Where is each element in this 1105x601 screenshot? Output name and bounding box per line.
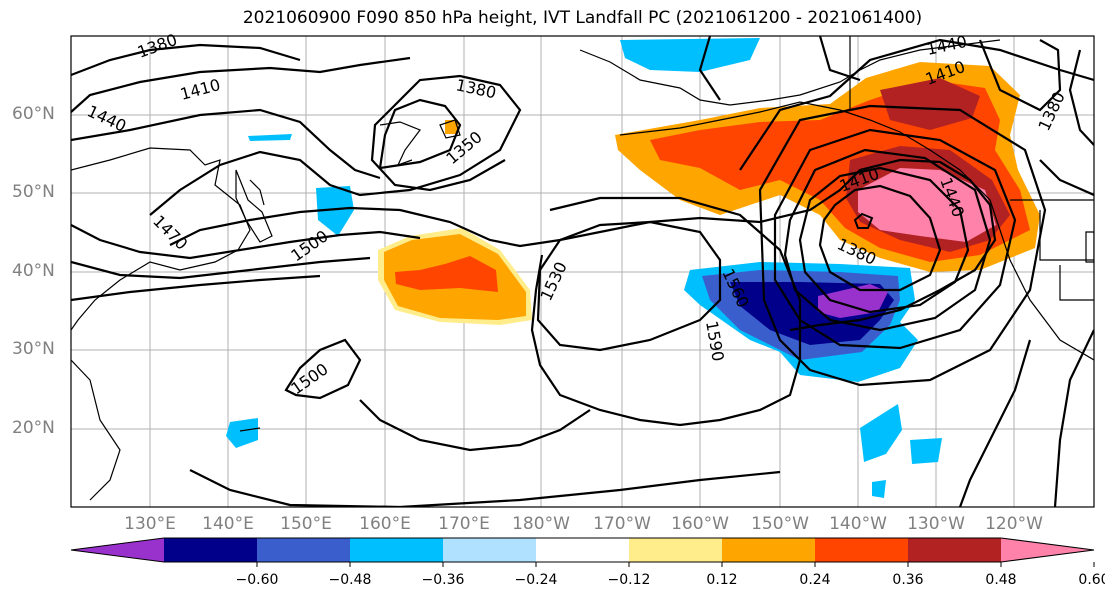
lon-label: 150°W xyxy=(751,514,809,534)
chart-title: 2021060900 F090 850 hPa height, IVT Land… xyxy=(242,8,923,28)
colorbar-swatch xyxy=(815,538,908,562)
lon-label: 160°W xyxy=(671,514,729,534)
map-frame xyxy=(70,35,1095,508)
lon-label: 130°E xyxy=(124,514,176,534)
colorbar-tick-label: −0.24 xyxy=(514,572,558,588)
colorbar-tick-label: 0.48 xyxy=(985,572,1017,588)
colorbar-swatch xyxy=(908,538,1001,562)
colorbar-swatch xyxy=(71,538,164,562)
lat-label: 60°N xyxy=(12,104,55,124)
colorbar-tick-label: −0.60 xyxy=(235,572,279,588)
colorbar-swatch xyxy=(443,538,536,562)
coastlines xyxy=(71,36,1094,501)
colorbar-swatch xyxy=(722,538,815,562)
colorbar-tick-label: −0.36 xyxy=(421,572,465,588)
colorbar-tick-label: −0.48 xyxy=(328,572,372,588)
lat-label: 50°N xyxy=(12,182,55,202)
colorbar-swatch xyxy=(536,538,629,562)
colorbar-swatch xyxy=(1001,538,1094,562)
colorbar-tick-label: 0.12 xyxy=(706,572,738,588)
lon-label: 120°W xyxy=(985,514,1043,534)
lon-label: 180°W xyxy=(512,514,570,534)
lon-label: 130°W xyxy=(907,514,965,534)
lon-label: 170°W xyxy=(593,514,651,534)
height-contours xyxy=(71,36,1094,507)
colorbar-tick-label: 0.60 xyxy=(1078,572,1105,588)
colorbar-tick-label: 0.36 xyxy=(892,572,924,588)
colorbar-outline xyxy=(70,537,1095,563)
colorbar-tick-label: 0.24 xyxy=(799,572,831,588)
lon-label: 170°E xyxy=(438,514,490,534)
colorbar-swatch xyxy=(350,538,443,562)
colorbar-swatch xyxy=(164,538,257,562)
colorbar-swatch xyxy=(257,538,350,562)
positive-ivt-shading xyxy=(378,62,1040,325)
negative-ivt-shading xyxy=(226,38,942,498)
lat-label: 30°N xyxy=(12,339,55,359)
lon-label: 160°E xyxy=(359,514,411,534)
lat-label: 40°N xyxy=(12,261,55,281)
lat-label: 20°N xyxy=(12,418,55,438)
lon-label: 140°W xyxy=(829,514,887,534)
lon-label: 140°E xyxy=(202,514,254,534)
closed-contour xyxy=(853,212,874,229)
colorbar-tick-label: −0.12 xyxy=(607,572,651,588)
lon-label: 150°E xyxy=(280,514,332,534)
colorbar-swatch xyxy=(629,538,722,562)
